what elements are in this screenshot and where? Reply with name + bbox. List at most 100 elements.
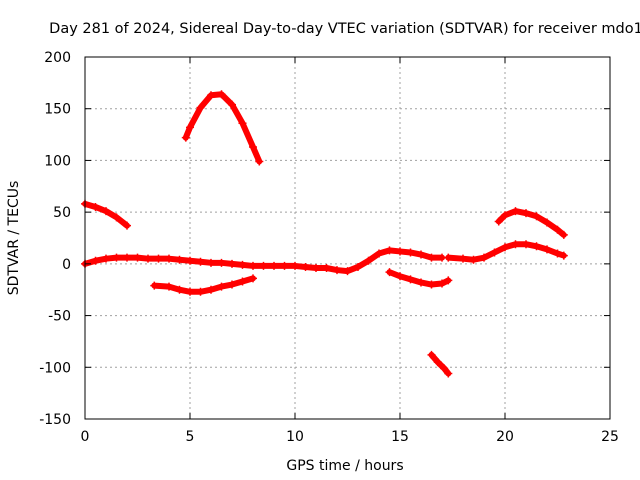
series-arc-6 [427,350,453,378]
data-point [333,266,341,275]
y-tick-label: -50 [48,309,71,325]
data-point [196,257,205,266]
data-point [375,249,383,258]
y-tick-label: 100 [44,153,71,169]
data-point [196,287,205,296]
data-point [144,254,152,263]
data-point [312,263,320,272]
x-tick-label: 5 [186,429,195,445]
data-point [427,280,436,289]
data-point [354,262,362,271]
data-point [238,260,247,269]
data-point [123,221,131,230]
data-point [490,248,499,257]
x-tick-label: 15 [391,429,409,445]
data-point [249,274,257,283]
data-point [522,240,530,249]
data-point [343,267,352,276]
y-tick-label: 0 [62,257,71,273]
data-point [532,242,541,251]
data-point [133,253,142,262]
series-line [182,91,263,165]
data-point [322,263,331,272]
data-point [543,245,551,254]
data-point [511,240,520,249]
data-point [102,207,110,216]
data-point [501,211,509,220]
data-point [559,251,568,260]
data-point [396,247,404,256]
data-point [181,133,190,142]
data-point [228,100,236,109]
data-point [501,243,509,252]
data-point [385,246,394,255]
data-point [196,103,205,112]
data-point [91,202,100,211]
data-point [301,262,310,271]
data-point [280,261,289,270]
data-point [559,230,568,239]
data-point [102,254,110,263]
data-point [207,285,215,294]
data-point [228,280,236,289]
data-point [480,253,488,262]
data-point [259,261,268,270]
x-axis-label: GPS time / hours [286,458,403,474]
x-tick-label: 0 [81,429,90,445]
data-point [553,225,562,234]
data-point [249,142,257,151]
data-point [511,207,520,216]
data-point [417,250,425,259]
data-point [270,261,278,270]
x-tick-label: 10 [286,429,304,445]
data-point [154,254,163,263]
data-point [440,364,449,373]
data-point [553,249,562,258]
data-point [186,287,194,296]
data-point [364,256,373,265]
data-point [175,255,184,264]
x-tick-label: 25 [601,429,619,445]
data-point [112,253,121,262]
data-point [444,253,453,262]
data-point [175,285,184,294]
series-arc-4 [150,274,257,296]
data-point [91,256,100,265]
data-point [165,282,173,291]
series-line [151,275,256,295]
data-point [291,261,299,270]
data-point [186,256,194,265]
y-tick-label: 200 [44,50,71,66]
y-tick-label: 50 [53,205,71,221]
data-point [165,254,173,263]
data-point [150,281,159,290]
data-point [469,255,478,264]
data-point [217,282,226,291]
data-point [444,369,453,378]
data-point [238,277,247,286]
y-tick-label: -150 [39,412,71,428]
data-point [459,254,467,263]
series-line [428,351,452,377]
data-point [438,279,446,288]
data-point [217,90,226,99]
series-arc-1 [81,199,131,230]
data-point [255,157,264,166]
data-point [433,358,442,367]
y-tick-label: -100 [39,360,71,376]
data-point [494,217,503,226]
data-point [406,248,415,257]
data-point [217,258,226,267]
series-arc-2 [181,90,264,166]
data-point [112,213,121,222]
y-axis-label: SDTVAR / TECUs [6,181,22,296]
chart-title: Day 281 of 2024, Sidereal Day-to-day VTE… [49,21,640,37]
data-point [427,350,436,359]
data-point [427,253,436,262]
x-tick-label: 20 [496,429,514,445]
data-point [207,258,215,267]
y-tick-label: 150 [44,102,71,118]
data-point [406,275,415,284]
